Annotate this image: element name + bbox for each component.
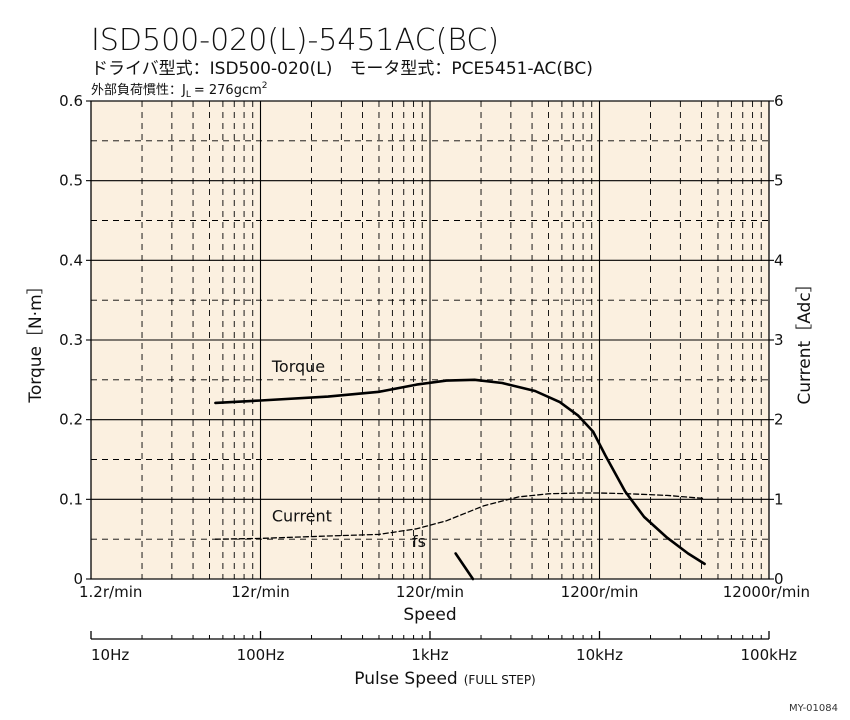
y2-tick-label: 6: [774, 92, 784, 110]
pulse-speed-axis: 10Hz 100Hz 1kHz 10kHz 100kHz: [90, 631, 798, 664]
y2-tick-label: 5: [774, 172, 784, 190]
annotation-torque: Torque: [271, 357, 325, 376]
y2-tick-label: 2: [774, 411, 784, 429]
inertia-prefix: 外部負荷慣性：J: [91, 82, 186, 98]
y-tick-label: 0.2: [59, 411, 83, 429]
y2-tick-label: 3: [774, 331, 784, 349]
pulse-speed-axis-title: Pulse Speed (FULL STEP): [354, 669, 535, 689]
pulse-speed-label: Pulse Speed: [354, 669, 457, 689]
y2-axis-title: Current［Adc］: [795, 275, 815, 404]
fs-marker-line: [454, 552, 475, 581]
inertia-superscript: 2: [262, 81, 268, 91]
series-current-line: [214, 492, 706, 540]
figure-code: MY-01084: [789, 703, 838, 714]
y-tick-label: 0.3: [59, 331, 83, 349]
pulse-tick-label: 1kHz: [411, 646, 449, 664]
chart-title: ISD500-020(L)-5451AC(BC): [91, 23, 499, 58]
y2-tick-label: 1: [774, 490, 784, 508]
y-tick-label: 0.4: [59, 251, 83, 269]
series-torque-line: [214, 378, 706, 566]
pulse-tick-label: 10kHz: [576, 646, 623, 664]
inertia-value: = 276gcm: [194, 83, 262, 98]
axis-labels: 0 0.1 0.2 0.3 0.4 0.5 0.6 0 1 2 3 4 5 6 1.2r/min 12r/mi…: [59, 92, 810, 601]
pulse-tick-label: 100kHz: [741, 646, 798, 664]
y-axis-title: Torque［N·m］: [26, 277, 46, 403]
series-lines: [214, 378, 706, 581]
x-tick-label: 12000r/min: [723, 583, 810, 601]
pulse-tick-label: 10Hz: [91, 646, 129, 664]
x-tick-label: 120r/min: [396, 583, 464, 601]
annotation-fs: fs: [412, 532, 426, 551]
pulse-tick-label: 100Hz: [237, 646, 285, 664]
annotation-current: Current: [272, 507, 332, 526]
x-tick-label: 12r/min: [231, 583, 290, 601]
axis-ticks: [86, 100, 774, 580]
pulse-speed-note: (FULL STEP): [464, 673, 536, 687]
plot-frame: [90, 100, 770, 580]
y2-tick-label: 0: [774, 570, 784, 588]
inertia-subscript: L: [186, 90, 191, 100]
inertia-note: 外部負荷慣性：JL = 276gcm2: [91, 81, 268, 100]
y-tick-label: 0: [73, 570, 83, 588]
x-axis-title: Speed: [403, 605, 456, 625]
x-tick-label: 1200r/min: [561, 583, 639, 601]
y-tick-label: 0.5: [59, 172, 83, 190]
grid: [90, 100, 770, 580]
annotations: Torque Current fs: [271, 357, 426, 551]
chart-subtitle: ドライバ型式：ISD500-020(L) モータ型式：PCE5451-AC(BC…: [91, 59, 593, 79]
x-tick-label: 1.2r/min: [79, 583, 142, 601]
y-tick-label: 0.1: [59, 490, 83, 508]
y2-tick-label: 4: [774, 251, 784, 269]
y-tick-label: 0.6: [59, 92, 83, 110]
